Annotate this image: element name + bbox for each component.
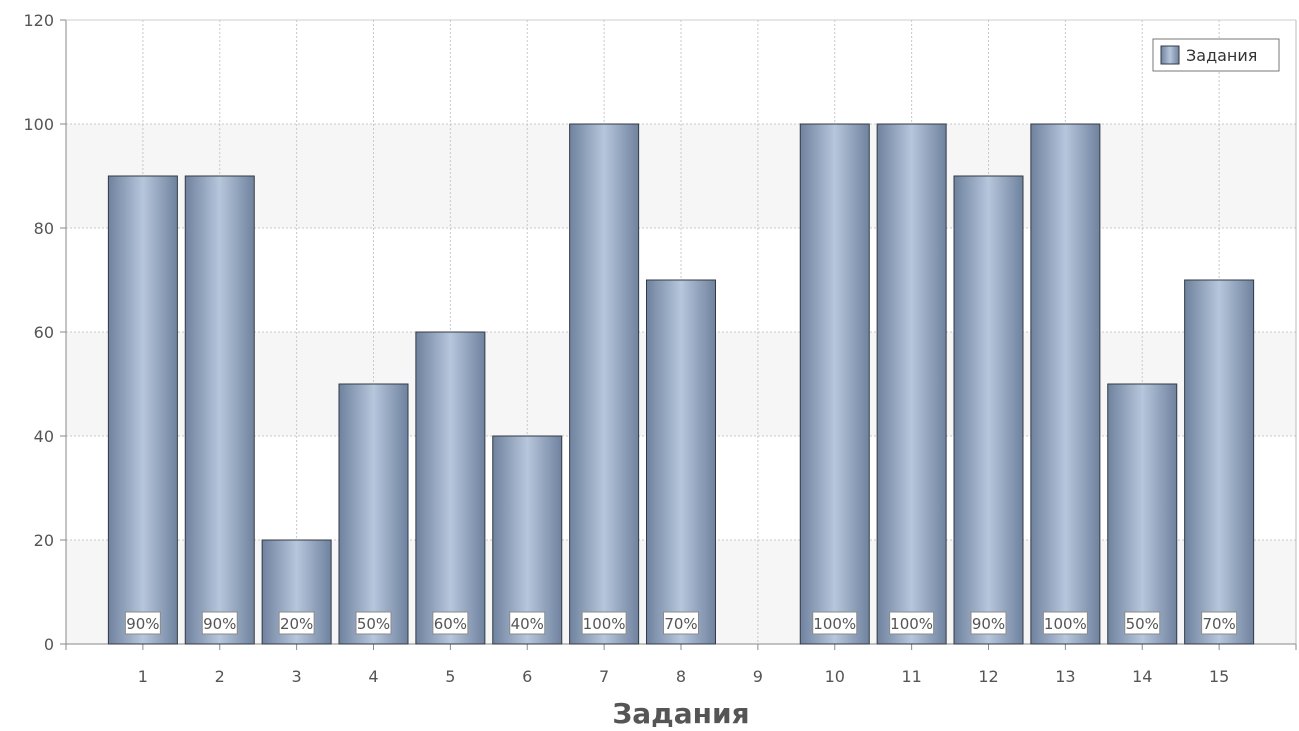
x-tick-label: 1: [138, 667, 148, 686]
data-label-box: [278, 611, 315, 635]
bar: [569, 123, 640, 645]
x-tick-label: 2: [215, 667, 225, 686]
x-tick-label: 11: [901, 667, 921, 686]
data-label: 70%: [1201, 611, 1238, 635]
data-label: 90%: [124, 611, 161, 635]
legend-label: Задания: [1186, 46, 1257, 65]
data-label-text: 50%: [1126, 615, 1159, 633]
data-label-text: 100%: [813, 615, 856, 633]
bar: [876, 123, 947, 645]
y-axis-ticks: 0 20 40 60 80 100 120: [23, 11, 66, 654]
data-label-text: 40%: [511, 615, 544, 633]
bar: [415, 331, 486, 645]
data-label-box: [432, 611, 469, 635]
x-tick-label: 8: [676, 667, 686, 686]
data-label-box: [124, 611, 161, 635]
x-tick-label: 6: [522, 667, 532, 686]
bar: [1030, 123, 1101, 645]
data-label-text: 50%: [357, 615, 390, 633]
data-label-text: 70%: [1202, 615, 1235, 633]
data-label-box: [355, 611, 392, 635]
data-labels: 90% 90% 20% 50% 60% 40% 100% 70% 100% 100% 90% 100%…: [124, 611, 1238, 635]
data-label-box: [889, 611, 935, 635]
data-label-box: [663, 611, 699, 635]
x-axis-title: Задания: [612, 697, 749, 730]
y-tick-label: 80: [34, 219, 54, 238]
x-tick-label: 9: [753, 667, 763, 686]
data-label-box: [1124, 611, 1161, 635]
x-tick-label: 7: [599, 667, 609, 686]
data-label-text: 100%: [583, 615, 626, 633]
bars: [107, 123, 1255, 645]
data-label: 100%: [1042, 611, 1088, 635]
y-tick-label: 0: [44, 635, 54, 654]
x-tick-label: 14: [1132, 667, 1152, 686]
legend-swatch: [1160, 45, 1180, 65]
x-tick-label: 15: [1209, 667, 1229, 686]
data-label-box: [509, 611, 546, 635]
x-tick-label: 3: [292, 667, 302, 686]
data-label: 100%: [812, 611, 858, 635]
bar: [492, 435, 563, 645]
bar: [953, 175, 1024, 645]
bar: [184, 175, 255, 645]
x-tick-label: 12: [978, 667, 998, 686]
y-tick-label: 120: [23, 11, 54, 30]
bar: [107, 175, 178, 645]
x-axis-ticks: 1 2 3 4 5 6 7 8 9 10 11 12 13 14 15: [65, 644, 1297, 686]
data-label-text: 100%: [1044, 615, 1087, 633]
data-label-box: [812, 611, 858, 635]
x-tick-label: 4: [368, 667, 378, 686]
bar: [338, 383, 409, 645]
data-label-text: 90%: [203, 615, 236, 633]
data-label: 100%: [889, 611, 935, 635]
data-label-text: 20%: [280, 615, 313, 633]
data-label: 20%: [278, 611, 315, 635]
data-label-text: 90%: [972, 615, 1005, 633]
data-label: 70%: [663, 611, 699, 635]
x-tick-label: 10: [825, 667, 845, 686]
data-label-box: [970, 611, 1007, 635]
x-tick-label: 13: [1055, 667, 1075, 686]
data-label: 40%: [509, 611, 546, 635]
y-tick-label: 100: [23, 115, 54, 134]
legend: Задания: [1152, 38, 1280, 72]
data-label: 60%: [432, 611, 469, 635]
data-label: 50%: [1124, 611, 1161, 635]
bar: [646, 279, 716, 645]
bar: [799, 123, 870, 645]
y-tick-label: 60: [34, 323, 54, 342]
data-label: 50%: [355, 611, 392, 635]
data-label-box: [201, 611, 238, 635]
data-label-box: [581, 611, 627, 635]
y-tick-label: 40: [34, 427, 54, 446]
bar: [1184, 279, 1255, 645]
x-tick-label: 5: [445, 667, 455, 686]
data-label-text: 60%: [434, 615, 467, 633]
bar: [1107, 383, 1178, 645]
data-label-text: 70%: [664, 615, 697, 633]
data-label-text: 100%: [890, 615, 933, 633]
data-label: 90%: [201, 611, 238, 635]
data-label-text: 90%: [126, 615, 159, 633]
data-label: 90%: [970, 611, 1007, 635]
data-label: 100%: [581, 611, 627, 635]
y-tick-label: 20: [34, 531, 54, 550]
data-label-box: [1201, 611, 1238, 635]
data-label-box: [1042, 611, 1088, 635]
